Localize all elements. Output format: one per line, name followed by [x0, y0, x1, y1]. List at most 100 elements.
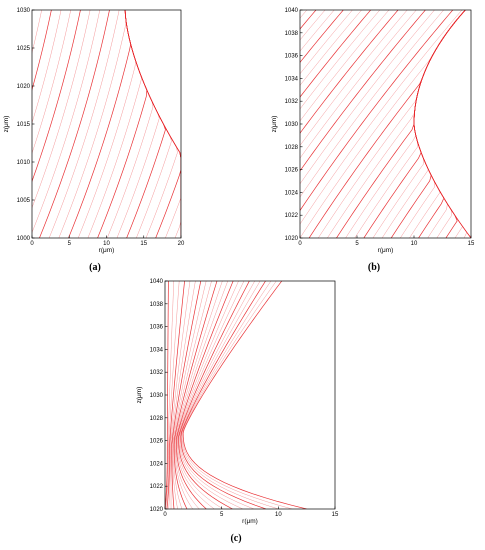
panel-b: 0 5 10 15 1020 1022 1024 1026 1028 1030 1032 1034 10… — [271, 8, 475, 273]
x-tick-label: 15 — [332, 512, 339, 518]
ray-line — [300, 10, 417, 159]
x-axis-label: r(μm) — [99, 247, 115, 254]
y-tick-label: 1020 — [285, 236, 299, 242]
panel-label: (c) — [230, 533, 241, 544]
ray-line — [124, 10, 181, 238]
ray-line — [181, 281, 279, 509]
ray-line — [176, 281, 239, 509]
ray-line — [413, 10, 471, 238]
ray-line — [327, 10, 466, 238]
x-tick-label: 15 — [468, 241, 475, 247]
ray-line — [32, 10, 100, 233]
ray-line — [413, 10, 466, 238]
x-tick-label: 0 — [30, 241, 34, 247]
ray-line — [165, 281, 169, 509]
ray-line — [68, 10, 132, 238]
ray-line — [300, 10, 362, 86]
ray-line — [124, 10, 172, 238]
plot-frame — [299, 9, 472, 239]
y-tick-label: 1038 — [150, 302, 164, 308]
y-tick-label: 1020 — [150, 507, 164, 513]
ray-line — [180, 281, 267, 509]
ray-line — [178, 281, 250, 509]
y-tick-label: 1010 — [17, 160, 31, 166]
y-tick-label: 1036 — [285, 54, 299, 60]
y-tick-label: 1022 — [150, 484, 164, 490]
ray-line — [166, 281, 185, 509]
y-tick-label: 1036 — [150, 325, 164, 331]
y-tick-label: 1024 — [150, 461, 164, 467]
ray-line — [413, 10, 466, 238]
ray-line — [173, 281, 212, 509]
x-tick-label: 10 — [275, 512, 282, 518]
y-tick-label: 1030 — [150, 393, 164, 399]
ray-line — [390, 10, 466, 238]
ray-line — [124, 10, 181, 238]
ray-line — [308, 10, 466, 238]
rays-b — [300, 10, 471, 238]
ray-line — [300, 10, 463, 225]
ray-line — [32, 10, 62, 124]
ray-line — [78, 10, 136, 238]
ray-line — [39, 10, 110, 238]
y-tick-label: 1034 — [285, 76, 299, 82]
ray-line — [97, 10, 148, 238]
ray-line — [300, 10, 399, 134]
y-axis-label: z(μm) — [136, 387, 143, 404]
y-tick-label: 1030 — [17, 8, 31, 14]
x-tick-label: 10 — [103, 241, 110, 247]
x-tick-label: 0 — [298, 241, 302, 247]
ray-line — [168, 281, 191, 509]
ray-line — [413, 10, 466, 238]
ray-line — [32, 10, 71, 154]
ray-line — [175, 281, 228, 509]
x-tick-label: 20 — [178, 241, 185, 247]
ray-line — [300, 10, 435, 185]
x-tick-label: 5 — [220, 512, 224, 518]
ray-line — [354, 10, 466, 238]
y-tick-label: 1000 — [17, 236, 31, 242]
y-tick-label: 1020 — [17, 84, 31, 90]
panel-a: 0 5 10 15 201000100510101015102010251030r(μm… — [3, 8, 185, 273]
ray-line — [165, 281, 174, 509]
x-tick-label: 5 — [355, 241, 359, 247]
x-tick-label: 15 — [140, 241, 147, 247]
ray-line — [413, 10, 466, 238]
ray-line — [124, 10, 181, 238]
y-tick-label: 1026 — [150, 439, 164, 445]
ray-line — [300, 10, 335, 52]
y-tick-label: 1032 — [285, 99, 299, 105]
ray-line — [48, 10, 120, 238]
ray-line — [87, 10, 142, 238]
ray-line — [300, 10, 444, 198]
ray-line — [363, 10, 466, 238]
ray-line — [336, 10, 466, 238]
y-tick-label: 1028 — [150, 416, 164, 422]
ray-line — [165, 281, 180, 509]
panel-label: (b) — [368, 262, 380, 273]
y-axis-label: z(μm) — [3, 116, 10, 133]
y-tick-label: 1024 — [285, 190, 299, 196]
ray-line — [300, 10, 344, 63]
ray-line — [171, 281, 202, 509]
panel-c: 0 5 10 15 1020 1022 1024 1026 1028 1030 1032 1034 10… — [136, 279, 339, 544]
plot-frame — [31, 9, 182, 239]
ray-line — [124, 10, 181, 238]
ray-line — [124, 10, 181, 238]
x-tick-label: 0 — [163, 512, 167, 518]
ray-line — [300, 10, 454, 212]
y-tick-label: 1038 — [285, 31, 299, 37]
y-tick-label: 1028 — [285, 145, 299, 151]
ray-line — [300, 10, 353, 75]
ray-line — [300, 10, 307, 19]
ray-line — [173, 281, 218, 509]
ray-line — [174, 281, 223, 509]
ray-line — [182, 281, 307, 509]
y-tick-label: 1040 — [285, 8, 299, 14]
ray-line — [413, 10, 471, 238]
ray-line — [32, 10, 81, 183]
rays-a — [32, 10, 181, 238]
plot-frame — [164, 280, 336, 510]
ray-line — [300, 10, 466, 238]
